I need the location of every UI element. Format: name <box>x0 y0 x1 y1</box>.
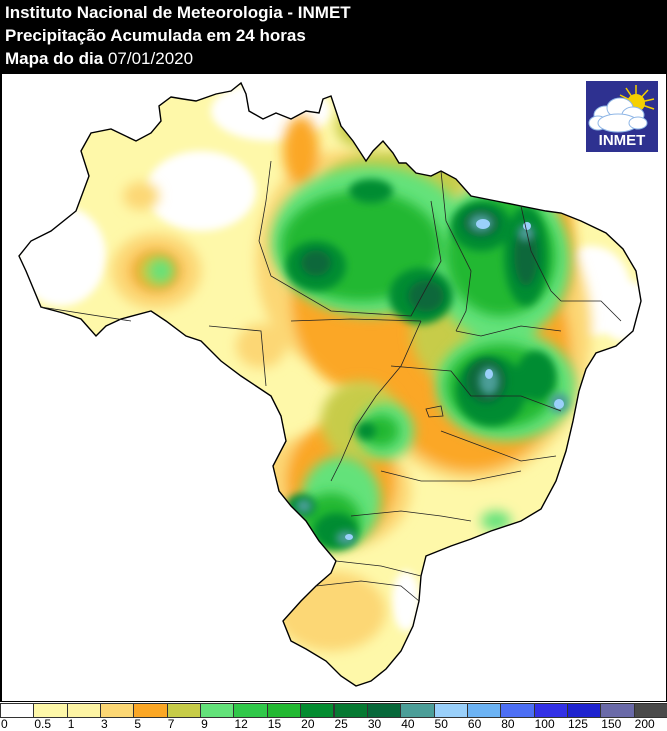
legend-tick-label: 3 <box>101 717 108 731</box>
legend-swatch <box>300 703 335 718</box>
brazil-precipitation-map-svg <box>18 82 642 687</box>
legend-swatch <box>33 703 68 718</box>
legend-swatch <box>466 703 502 718</box>
legend-swatch <box>566 703 602 718</box>
map-date: 07/01/2020 <box>107 49 194 68</box>
legend-swatch <box>0 703 35 718</box>
legend-swatch <box>500 703 535 718</box>
legend-tick-label: 20 <box>301 717 315 731</box>
legend-tick-label: 30 <box>367 717 382 731</box>
legend-swatch <box>233 703 268 718</box>
legend-tick-label: 150 <box>601 717 622 731</box>
legend-tick-label: 0.5 <box>34 717 52 731</box>
legend-swatch <box>100 703 135 718</box>
legend-tick-label: 12 <box>234 717 248 731</box>
legend-tick-label: 7 <box>167 717 175 731</box>
state-borders <box>40 160 622 602</box>
legend-swatch <box>133 703 168 718</box>
legend-tick-label: 5 <box>134 717 142 731</box>
legend-swatch <box>633 703 667 718</box>
precipitation-map <box>1 73 667 703</box>
legend-swatch <box>533 703 568 718</box>
legend-swatch <box>433 703 468 718</box>
legend-tick-label: 9 <box>201 717 208 731</box>
legend-tick-label: 125 <box>567 717 588 731</box>
legend-swatch <box>266 703 302 718</box>
legend-tick-label: 200 <box>634 717 655 731</box>
legend-swatch <box>200 703 235 718</box>
product-title: Precipitação Acumulada em 24 horas <box>5 26 306 45</box>
legend-swatch <box>600 703 635 718</box>
inmet-logo: INMET <box>586 81 658 152</box>
legend-swatch <box>66 703 102 718</box>
logo-text: INMET <box>598 132 646 149</box>
cloud-sun-icon <box>588 85 655 133</box>
map-date-line: Mapa do dia 07/01/2020 <box>5 49 193 69</box>
legend-tick-label: 25 <box>334 717 348 731</box>
legend-tick-label: 0 <box>1 717 8 731</box>
precipitation-field <box>19 83 641 686</box>
legend-tick-label: 50 <box>434 717 448 731</box>
legend-tick-label: 80 <box>501 717 515 731</box>
legend-swatch <box>366 703 402 718</box>
map-header: Instituto Nacional de Meteorologia - INM… <box>0 0 667 73</box>
legend-tick-label: 100 <box>534 717 555 731</box>
legend-tick-label: 15 <box>267 717 282 731</box>
legend-swatch <box>400 703 435 718</box>
legend-colorbar: 0 0.5 1 3 5 7 9 12 15 20 25 30 40 50 60 80 100 125 150 200 <box>0 701 667 731</box>
map-date-label: Mapa do dia <box>5 49 104 68</box>
legend-swatch <box>166 703 202 718</box>
legend-tick-label: 40 <box>401 717 415 731</box>
legend-swatch <box>333 703 368 718</box>
legend-tick-label: 60 <box>467 717 482 731</box>
institute-title: Instituto Nacional de Meteorologia - INM… <box>5 3 351 22</box>
legend-tick-label: 1 <box>67 717 75 731</box>
